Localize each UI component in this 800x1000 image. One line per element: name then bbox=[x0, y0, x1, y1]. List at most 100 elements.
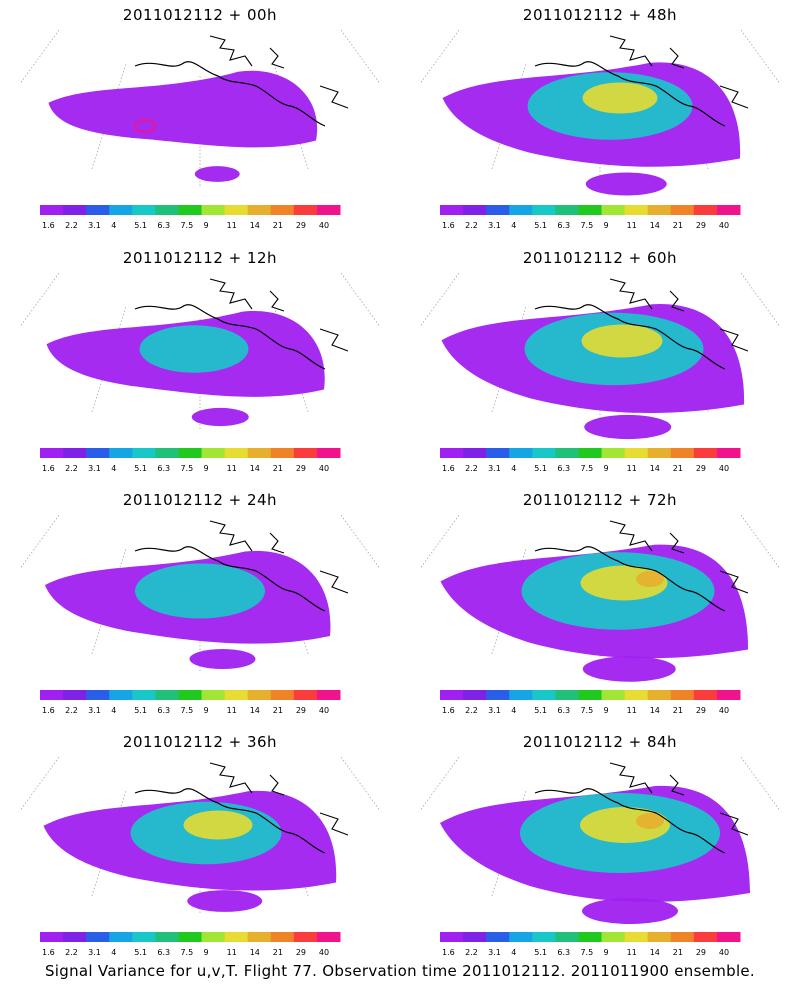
meridian-line bbox=[340, 514, 380, 570]
colorbar-label: 5.1 bbox=[134, 706, 147, 715]
colorbar-swatch bbox=[440, 932, 464, 942]
meridian-line bbox=[740, 272, 780, 328]
colorbar-label: 11 bbox=[627, 464, 637, 473]
arctic-islands-coastline bbox=[609, 35, 749, 109]
colorbar-swatch bbox=[486, 448, 510, 458]
variance-field-south bbox=[187, 890, 263, 912]
colorbar-label: 7.5 bbox=[580, 221, 593, 230]
colorbar-label: 4 bbox=[511, 464, 516, 473]
colorbar: 1.6 2.2 3.1 4 5.1 6.3 7.5 9 11 14 21 29 40 bbox=[440, 448, 741, 473]
coastline bbox=[534, 61, 726, 127]
panel-title: 2011012112 + 00h bbox=[122, 6, 278, 24]
colorbar-swatch bbox=[624, 448, 649, 458]
colorbar-label: 3.1 bbox=[488, 221, 501, 230]
colorbar-label: 1.6 bbox=[42, 464, 55, 473]
colorbar-label: 1.6 bbox=[42, 948, 55, 957]
colorbar-label: 21 bbox=[273, 221, 283, 230]
coastline bbox=[134, 546, 326, 612]
coastline bbox=[134, 788, 326, 854]
coastline bbox=[134, 61, 326, 127]
colorbar-swatch bbox=[601, 448, 626, 458]
colorbar-label: 11 bbox=[627, 706, 637, 715]
variance-map bbox=[420, 29, 780, 196]
colorbar-label: 2.2 bbox=[465, 706, 478, 715]
figure-caption: Signal Variance for u,v,T. Flight 77. Ob… bbox=[44, 962, 756, 980]
colorbar-swatch bbox=[40, 690, 64, 700]
colorbar: 1.6 2.2 3.1 4 5.1 6.3 7.5 9 11 14 21 29 40 bbox=[40, 690, 341, 715]
colorbar: 1.6 2.2 3.1 4 5.1 6.3 7.5 9 11 14 21 29 40 bbox=[440, 690, 741, 715]
colorbar: 1.6 2.2 3.1 4 5.1 6.3 7.5 9 11 14 21 29 40 bbox=[40, 932, 341, 957]
colorbar-swatch bbox=[63, 205, 87, 215]
colorbar-swatch bbox=[293, 932, 318, 942]
colorbar-label: 11 bbox=[227, 948, 237, 957]
colorbar-label: 21 bbox=[273, 706, 283, 715]
colorbar-swatch bbox=[224, 448, 249, 458]
colorbar-label: 3.1 bbox=[88, 706, 101, 715]
colorbar-label: 6.3 bbox=[157, 948, 170, 957]
colorbar-label: 7.5 bbox=[180, 464, 193, 473]
colorbar-label: 14 bbox=[650, 221, 660, 230]
colorbar-label: 7.5 bbox=[580, 706, 593, 715]
colorbar-swatch bbox=[86, 205, 110, 215]
colorbar-label: 3.1 bbox=[88, 464, 101, 473]
colorbar-label: 6.3 bbox=[157, 706, 170, 715]
colorbar-label: 2.2 bbox=[65, 221, 78, 230]
meridian-line bbox=[420, 756, 460, 812]
variance-field-mid bbox=[135, 563, 265, 619]
colorbar-swatch bbox=[293, 448, 318, 458]
colorbar-label: 2.2 bbox=[65, 948, 78, 957]
colorbar-label: 9 bbox=[204, 464, 209, 473]
colorbar-swatch bbox=[693, 448, 718, 458]
colorbar-swatch bbox=[716, 448, 741, 458]
colorbar-label: 29 bbox=[296, 464, 306, 473]
colorbar-swatch bbox=[532, 205, 556, 215]
colorbar-swatch bbox=[201, 205, 226, 215]
panel-title: 2011012112 + 36h bbox=[122, 733, 278, 751]
colorbar-label: 3.1 bbox=[488, 464, 501, 473]
colorbar-label: 6.3 bbox=[157, 464, 170, 473]
colorbar-label: 21 bbox=[273, 948, 283, 957]
colorbar-label: 9 bbox=[604, 948, 609, 957]
coastline bbox=[534, 546, 726, 612]
colorbar-label: 40 bbox=[319, 706, 329, 715]
colorbar-label: 11 bbox=[227, 221, 237, 230]
colorbar-label: 4 bbox=[511, 948, 516, 957]
colorbar-swatch bbox=[178, 932, 203, 942]
meridian-line bbox=[740, 29, 780, 85]
colorbar-swatch bbox=[132, 690, 156, 700]
colorbar-label: 1.6 bbox=[442, 948, 455, 957]
meridian-line bbox=[20, 514, 60, 570]
arctic-islands-coastline bbox=[609, 520, 749, 594]
colorbar-swatch bbox=[63, 690, 87, 700]
colorbar-swatch bbox=[624, 932, 649, 942]
colorbar-swatch bbox=[63, 932, 87, 942]
colorbar-label: 11 bbox=[227, 464, 237, 473]
colorbar-swatch bbox=[486, 690, 510, 700]
colorbar-swatch bbox=[555, 690, 579, 700]
meridian-line bbox=[20, 272, 60, 328]
meridian-line bbox=[420, 514, 460, 570]
colorbar-label: 21 bbox=[673, 221, 683, 230]
map-domain-outline bbox=[20, 511, 380, 522]
colorbar-label: 1.6 bbox=[42, 221, 55, 230]
colorbar-swatch bbox=[670, 448, 695, 458]
colorbar-label: 14 bbox=[250, 948, 260, 957]
colorbar-label: 4 bbox=[111, 706, 116, 715]
colorbar-swatch bbox=[716, 932, 741, 942]
colorbar-label: 7.5 bbox=[180, 221, 193, 230]
variance-map bbox=[20, 29, 380, 186]
colorbar-swatch bbox=[155, 932, 179, 942]
colorbar-label: 1.6 bbox=[442, 221, 455, 230]
colorbar-swatch bbox=[40, 932, 64, 942]
colorbar-label: 6.3 bbox=[557, 948, 570, 957]
colorbar-label: 4 bbox=[511, 706, 516, 715]
colorbar-swatch bbox=[509, 448, 533, 458]
colorbar-swatch bbox=[247, 448, 272, 458]
arctic-islands-coastline bbox=[209, 762, 349, 836]
colorbar-label: 3.1 bbox=[88, 221, 101, 230]
variance-field-high bbox=[582, 82, 658, 114]
colorbar-swatch bbox=[132, 932, 156, 942]
colorbar-label: 29 bbox=[696, 221, 706, 230]
variance-map bbox=[420, 514, 780, 682]
variance-map bbox=[20, 756, 380, 913]
